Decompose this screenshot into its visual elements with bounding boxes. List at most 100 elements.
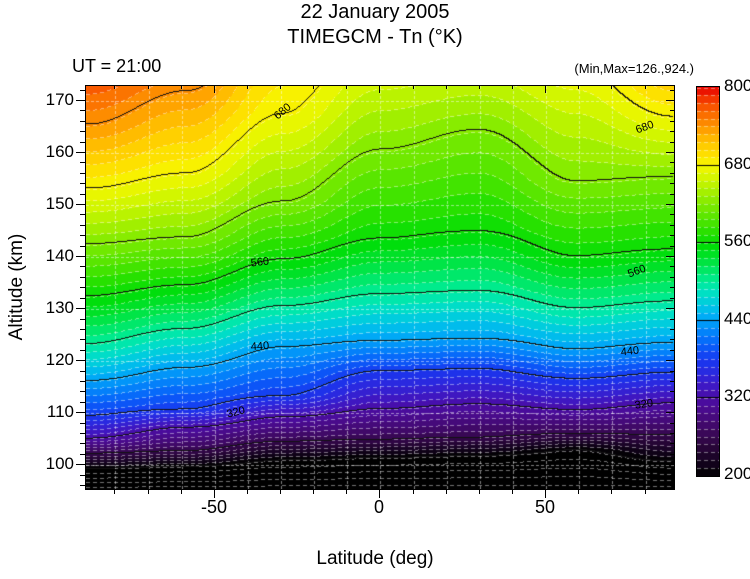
axis-tick (670, 183, 674, 184)
axis-tick (80, 225, 85, 226)
axis-tick (80, 329, 85, 330)
axis-tick (545, 85, 546, 93)
axis-tick (670, 371, 674, 372)
axis-tick (313, 489, 314, 494)
axis-tick (666, 412, 674, 413)
axis-tick (670, 485, 674, 486)
axis-tick (80, 339, 85, 340)
axis-tick (148, 489, 149, 494)
axis-tick (114, 489, 115, 494)
axis-tick (670, 173, 674, 174)
axis-tick (670, 90, 674, 91)
axis-tick (670, 277, 674, 278)
axis-tick (80, 90, 85, 91)
colorbar-tick-label: 320 (724, 386, 750, 405)
axis-tick (80, 142, 85, 143)
axis-tick (645, 489, 646, 494)
axis-tick (346, 85, 347, 89)
axis-tick (670, 235, 674, 236)
axis-tick (80, 319, 85, 320)
axis-tick (611, 85, 612, 89)
page-title-date: 22 January 2005 (300, 1, 450, 23)
axis-tick (670, 391, 674, 392)
axis-tick (181, 85, 182, 89)
colorbar-tick-label: 680 (724, 154, 750, 173)
contour-label-440: 440 (250, 339, 270, 354)
axis-tick (80, 287, 85, 288)
axis-tick (76, 464, 85, 465)
axis-tick (670, 194, 674, 195)
axis-tick (80, 381, 85, 382)
axis-tick (148, 85, 149, 89)
axis-tick (578, 85, 579, 89)
axis-tick (313, 85, 314, 89)
axis-tick (80, 266, 85, 267)
axis-tick (80, 433, 85, 434)
axis-tick (666, 100, 674, 101)
contour-label-440: 440 (620, 344, 640, 359)
axis-tick (670, 110, 674, 111)
y-axis-title: Altitude (km) (6, 233, 27, 341)
axis-tick (446, 85, 447, 89)
axis-tick (80, 423, 85, 424)
axis-tick (670, 266, 674, 267)
axis-tick (578, 489, 579, 494)
axis-tick (379, 85, 380, 93)
axis-tick (670, 350, 674, 351)
colorbar-canvas (697, 87, 719, 476)
axis-tick (181, 489, 182, 494)
axis-tick (670, 121, 674, 122)
axis-tick (80, 475, 85, 476)
y-tick-label: 170 (45, 90, 74, 109)
axis-tick (413, 489, 414, 494)
y-tick-label: 140 (45, 246, 74, 265)
axis-tick (76, 308, 85, 309)
axis-tick (80, 350, 85, 351)
axis-tick (670, 433, 674, 434)
colorbar-tick-label: 440 (724, 309, 750, 328)
x-tick-label: 0 (373, 497, 384, 517)
axis-tick (512, 85, 513, 89)
axis-tick (80, 183, 85, 184)
axis-tick (670, 475, 674, 476)
axis-tick (76, 412, 85, 413)
x-tick-label: 50 (534, 497, 556, 517)
colorbar (696, 86, 720, 477)
axis-tick (670, 225, 674, 226)
axis-tick (666, 308, 674, 309)
minmax-annotation: (Min,Max=126.,924.) (574, 61, 694, 76)
y-tick-label: 100 (45, 454, 74, 473)
axis-tick (670, 402, 674, 403)
y-tick-label: 120 (45, 350, 74, 369)
axis-tick (611, 489, 612, 494)
axis-tick (666, 256, 674, 257)
contour-plot-area (85, 85, 675, 490)
colorbar-tick-label: 800 (724, 76, 750, 95)
colorbar-tick-label: 560 (724, 231, 750, 250)
axis-tick (76, 100, 85, 101)
axis-tick (545, 489, 546, 498)
axis-tick (346, 489, 347, 494)
axis-tick (80, 194, 85, 195)
axis-tick (670, 142, 674, 143)
axis-tick (670, 246, 674, 247)
axis-tick (80, 298, 85, 299)
axis-tick (214, 85, 215, 93)
axis-tick (76, 256, 85, 257)
y-tick-label: 110 (46, 402, 74, 421)
page-title-main: TIMEGCM - Tn (°K) (287, 26, 463, 48)
axis-tick (214, 489, 215, 498)
axis-tick (80, 121, 85, 122)
axis-tick (114, 85, 115, 89)
axis-tick (80, 277, 85, 278)
axis-tick (76, 204, 85, 205)
axis-tick (280, 85, 281, 89)
axis-tick (413, 85, 414, 89)
axis-tick (80, 235, 85, 236)
ut-time-label: UT = 21:00 (72, 56, 162, 76)
axis-tick (670, 162, 674, 163)
temperature-field-canvas (86, 86, 674, 489)
axis-tick (670, 298, 674, 299)
axis-tick (76, 152, 85, 153)
